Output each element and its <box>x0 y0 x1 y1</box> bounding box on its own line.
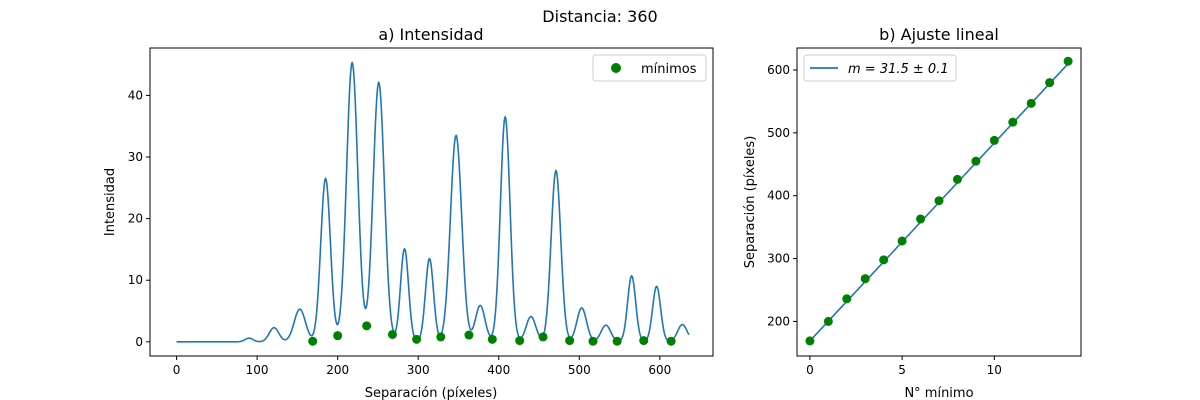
intensity-curve <box>176 61 690 343</box>
legend-fit-label: m = 31.5 ± 0.1 <box>848 62 949 77</box>
fit-point <box>842 294 852 304</box>
fit-axes-frame <box>796 47 1082 357</box>
panel-b-title: b) Ajuste lineal <box>879 25 999 44</box>
fit-point <box>860 274 870 284</box>
minimum-point <box>308 336 318 346</box>
figure-suptitle: Distancia: 360 <box>542 7 657 26</box>
fit-point <box>1045 78 1055 88</box>
intensity-y-axis-label: Intensidad <box>103 168 118 236</box>
minimum-point <box>412 334 422 344</box>
legend-minima-label: mínimos <box>641 62 697 77</box>
intensity-axes-frame <box>149 47 714 357</box>
fit-x-tick-label: 5 <box>898 363 906 377</box>
minimum-point <box>436 332 446 342</box>
fit-plot-area: 0 5 10 200 300 400 500 600 <box>767 56 1073 377</box>
minimum-point <box>565 336 575 346</box>
fit-point <box>1063 56 1073 66</box>
minimum-point <box>588 336 598 346</box>
intensity-x-tick-label: 100 <box>246 363 269 377</box>
minimum-point <box>387 329 397 339</box>
minimum-point <box>666 336 676 346</box>
intensity-x-tick-label: 300 <box>407 363 430 377</box>
minimum-point <box>362 321 372 331</box>
intensity-plot-area: 0 100 200 300 400 500 600 0 10 20 30 40 <box>128 61 690 377</box>
fit-y-tick-label: 200 <box>767 314 790 328</box>
intensity-x-tick-label: 200 <box>326 363 349 377</box>
fit-y-tick-label: 600 <box>767 63 790 77</box>
fit-y-tick-label: 400 <box>767 189 790 203</box>
intensity-y-tick-label: 20 <box>128 212 143 226</box>
intensity-x-tick-label: 400 <box>487 363 510 377</box>
fit-x-tick-label: 0 <box>806 363 814 377</box>
fit-y-axis-label: Separación (píxeles) <box>743 136 758 269</box>
minimum-point <box>639 336 649 346</box>
intensity-x-tick-label: 600 <box>648 363 671 377</box>
fit-legend: m = 31.5 ± 0.1 <box>803 54 957 82</box>
fit-point <box>805 336 815 346</box>
intensity-y-tick-label: 40 <box>128 88 143 102</box>
fit-x-axis-label: N° mínimo <box>904 386 973 400</box>
intensity-y-tick-label: 10 <box>128 273 143 287</box>
minimum-point <box>487 334 497 344</box>
intensity-legend-box <box>592 54 707 82</box>
minimum-point <box>538 332 548 342</box>
minimum-point <box>612 336 622 346</box>
minimum-point <box>515 336 525 346</box>
fit-point <box>879 255 889 265</box>
intensity-legend: mínimos <box>592 54 707 82</box>
fit-y-tick-label: 300 <box>767 252 790 266</box>
intensity-x-tick-label: 500 <box>568 363 591 377</box>
fit-legend-box <box>803 54 957 82</box>
intensity-x-tick-label: 0 <box>173 363 181 377</box>
intensity-x-axis-label: Separación (píxeles) <box>365 386 498 400</box>
fit-point <box>823 316 833 326</box>
panel-a-title: a) Intensidad <box>378 25 483 44</box>
fit-point <box>916 214 926 224</box>
panel-linear-fit: b) Ajuste lineal 0 5 10 200 300 400 500 600 N° … <box>743 25 1082 400</box>
minimum-point <box>333 331 343 341</box>
panel-intensity: a) Intensidad 0 100 200 300 400 500 600 0 10 20 30… <box>103 25 714 400</box>
fit-x-tick-label: 10 <box>987 363 1002 377</box>
intensity-y-tick-label: 0 <box>135 335 143 349</box>
fit-point <box>897 236 907 246</box>
fit-y-tick-label: 500 <box>767 126 790 140</box>
fit-point <box>934 196 944 206</box>
intensity-y-tick-label: 30 <box>128 150 143 164</box>
fit-point <box>952 174 962 184</box>
legend-minima-marker <box>611 63 621 73</box>
fit-point <box>989 135 999 145</box>
fit-point <box>971 156 981 166</box>
fit-point <box>1026 98 1036 108</box>
minimum-point <box>464 330 474 340</box>
fit-point <box>1008 117 1018 127</box>
